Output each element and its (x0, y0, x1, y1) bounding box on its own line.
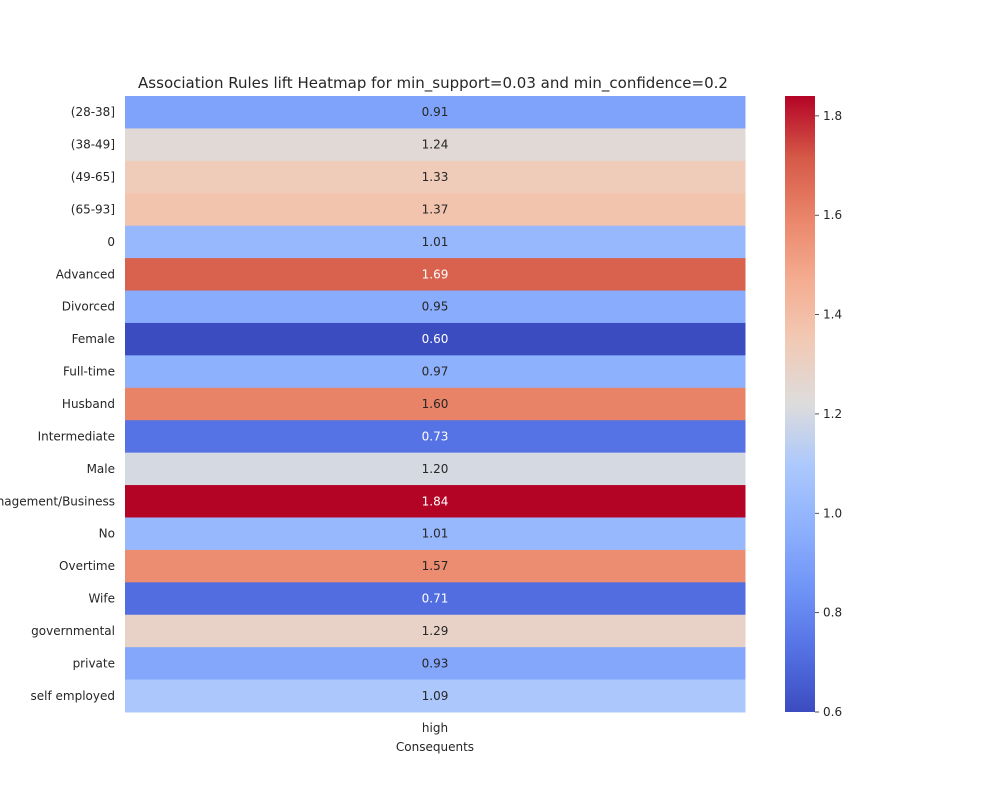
cell-value-label: 1.84 (422, 494, 449, 508)
heatmap-cell (125, 355, 746, 389)
row-labels: (28-38] (38-49] (49-65] (65-93] 0 Advanced Div… (0, 105, 115, 703)
heatmap-cell (125, 160, 746, 194)
cell-value-label: 0.95 (422, 300, 449, 314)
colorbar-tick-label: 1.4 (823, 308, 842, 322)
cell-value-label: 1.20 (422, 462, 449, 476)
heatmap-cell-labels: 0.91 1.24 1.33 1.37 1.01 1.69 0.95 0.60 0.97 1.60… (422, 105, 449, 703)
heatmap-cell (125, 193, 746, 227)
heatmap-cell (125, 549, 746, 583)
colorbar-tick-label: 1.0 (823, 506, 842, 520)
row-label: Management/Business (0, 494, 115, 508)
heatmap-cell (125, 614, 746, 648)
heatmap-cell (125, 647, 746, 681)
column-label: high (422, 721, 448, 735)
row-label: Husband (62, 397, 115, 411)
heatmap-cells (125, 96, 746, 713)
cell-value-label: 0.93 (422, 656, 449, 670)
colorbar-tick-label: 0.6 (823, 705, 842, 719)
row-label: (28-38] (71, 105, 115, 119)
cell-value-label: 1.37 (422, 202, 449, 216)
colorbar-tick-label: 0.8 (823, 606, 842, 620)
heatmap-cell (125, 387, 746, 421)
row-label: self employed (31, 689, 115, 703)
heatmap-cell (125, 485, 746, 518)
row-label: Intermediate (38, 429, 115, 443)
cell-value-label: 1.29 (422, 624, 449, 638)
cell-value-label: 1.01 (422, 527, 449, 541)
cell-value-label: 0.60 (422, 332, 449, 346)
cell-value-label: 0.73 (422, 429, 449, 443)
cell-value-label: 0.97 (422, 365, 449, 379)
heatmap-cell (125, 452, 746, 486)
cell-value-label: 1.33 (422, 170, 449, 184)
x-axis-label: Consequents (396, 740, 474, 754)
colorbar-ticks: 0.6 0.8 1.0 1.2 1.4 1.6 1.8 (815, 109, 842, 719)
heatmap-cell (125, 582, 746, 616)
heatmap-cell (125, 225, 746, 259)
row-label: Wife (88, 592, 115, 606)
row-label: Male (87, 462, 115, 476)
row-label: 0 (107, 235, 115, 249)
row-label: (49-65] (71, 170, 115, 184)
colorbar-tick-label: 1.6 (823, 208, 842, 222)
colorbar-gradient (785, 96, 815, 712)
colorbar-tick-label: 1.2 (823, 407, 842, 421)
row-label: Full-time (63, 365, 115, 379)
row-label: governmental (31, 624, 115, 638)
row-label: Female (72, 332, 115, 346)
cell-value-label: 1.01 (422, 235, 449, 249)
cell-value-label: 1.60 (422, 397, 449, 411)
heatmap-cell (125, 258, 746, 292)
cell-value-label: 1.57 (422, 559, 449, 573)
colorbar (785, 96, 815, 712)
row-label: Overtime (59, 559, 115, 573)
column-labels: high (422, 721, 448, 735)
cell-value-label: 1.69 (422, 267, 449, 281)
heatmap-cell (125, 290, 746, 324)
row-label: private (73, 656, 115, 670)
row-label: Advanced (56, 267, 115, 281)
heatmap-cell (125, 420, 746, 454)
cell-value-label: 0.91 (422, 105, 449, 119)
colorbar-tick-label: 1.8 (823, 109, 842, 123)
heatmap-cell (125, 96, 746, 129)
cell-value-label: 1.09 (422, 689, 449, 703)
heatmap-cell (125, 128, 746, 162)
row-label: (65-93] (71, 202, 115, 216)
cell-value-label: 1.24 (422, 138, 449, 152)
heatmap-cell (125, 517, 746, 551)
row-label: (38-49] (71, 138, 115, 152)
heatmap-cell (125, 322, 746, 356)
chart-title: Association Rules lift Heatmap for min_s… (138, 74, 728, 93)
row-label: No (99, 527, 115, 541)
cell-value-label: 0.71 (422, 592, 449, 606)
row-label: Divorced (62, 300, 115, 314)
heatmap-cell (125, 679, 746, 713)
